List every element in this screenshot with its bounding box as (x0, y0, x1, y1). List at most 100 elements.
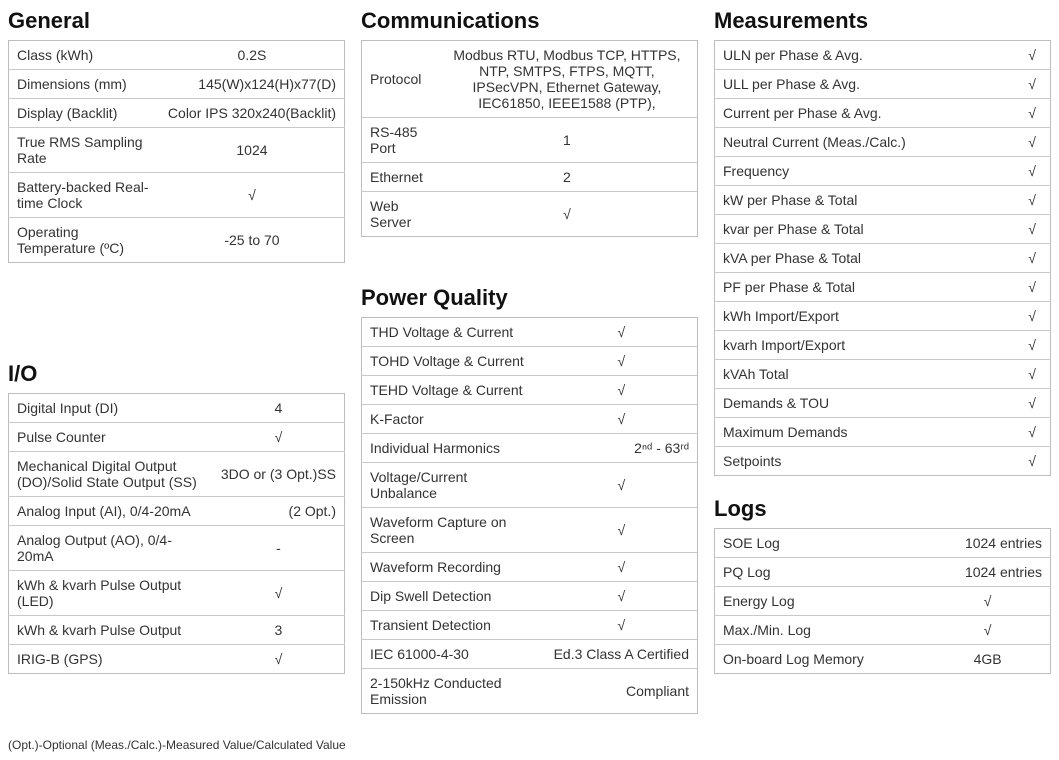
table-row: Transient Detection√ (362, 611, 698, 640)
table-row: Neutral Current (Meas./Calc.)√ (715, 128, 1051, 157)
measurements-table: ULN per Phase & Avg.√ ULL per Phase & Av… (714, 40, 1051, 476)
row-label: On-board Log Memory (715, 645, 926, 674)
row-value: 145(W)x124(H)x77(D) (160, 70, 345, 99)
table-row: Digital Input (DI)4 (9, 394, 345, 423)
row-label: Energy Log (715, 587, 926, 616)
table-row: kVAh Total√ (715, 360, 1051, 389)
row-value: 2ⁿᵈ - 63ʳᵈ (546, 434, 698, 463)
row-label: kvarh Import/Export (715, 331, 1015, 360)
row-value: 0.2S (160, 41, 345, 70)
row-value: Compliant (546, 669, 698, 714)
row-label: Maximum Demands (715, 418, 1015, 447)
table-row: kWh & kvarh Pulse Output (LED)√ (9, 571, 345, 616)
row-value: √ (1014, 215, 1050, 244)
logs-section: Logs SOE Log1024 entries PQ Log1024 entr… (714, 496, 1051, 674)
row-value: - (213, 526, 345, 571)
row-label: Display (Backlit) (9, 99, 160, 128)
table-row: ULN per Phase & Avg.√ (715, 41, 1051, 70)
row-value: √ (1014, 389, 1050, 418)
row-label: kWh & kvarh Pulse Output (LED) (9, 571, 213, 616)
row-label: TOHD Voltage & Current (362, 347, 546, 376)
table-row: THD Voltage & Current√ (362, 318, 698, 347)
row-label: Analog Output (AO), 0/4-20mA (9, 526, 213, 571)
row-label: IRIG-B (GPS) (9, 645, 213, 674)
table-row: kW per Phase & Total√ (715, 186, 1051, 215)
row-label: PF per Phase & Total (715, 273, 1015, 302)
row-value: √ (546, 553, 698, 582)
table-row: Voltage/Current Unbalance√ (362, 463, 698, 508)
row-value: 3DO or (3 Opt.)SS (213, 452, 345, 497)
row-value: √ (1014, 70, 1050, 99)
row-label: Waveform Recording (362, 553, 546, 582)
table-row: PQ Log1024 entries (715, 558, 1051, 587)
table-row: Waveform Capture on Screen√ (362, 508, 698, 553)
row-value: √ (437, 192, 698, 237)
row-value: 1 (437, 118, 698, 163)
table-row: Analog Output (AO), 0/4-20mA- (9, 526, 345, 571)
table-row: kvarh Import/Export√ (715, 331, 1051, 360)
table-row: Operating Temperature (ºC)-25 to 70 (9, 218, 345, 263)
power-quality-table: THD Voltage & Current√ TOHD Voltage & Cu… (361, 317, 698, 714)
row-label: 2-150kHz Conducted Emission (362, 669, 546, 714)
table-row: On-board Log Memory4GB (715, 645, 1051, 674)
table-row: Individual Harmonics2ⁿᵈ - 63ʳᵈ (362, 434, 698, 463)
row-value: 3 (213, 616, 345, 645)
table-row: Current per Phase & Avg.√ (715, 99, 1051, 128)
row-value: 1024 entries (925, 529, 1050, 558)
row-value: √ (1014, 99, 1050, 128)
row-value: √ (1014, 302, 1050, 331)
measurements-title: Measurements (714, 8, 1051, 34)
row-label: Transient Detection (362, 611, 546, 640)
row-label: K-Factor (362, 405, 546, 434)
measurements-section: Measurements ULN per Phase & Avg.√ ULL p… (714, 8, 1051, 476)
row-value: √ (546, 318, 698, 347)
row-label: TEHD Voltage & Current (362, 376, 546, 405)
io-title: I/O (8, 361, 345, 387)
row-label: kWh Import/Export (715, 302, 1015, 331)
row-value: √ (1014, 128, 1050, 157)
logs-table: SOE Log1024 entries PQ Log1024 entries E… (714, 528, 1051, 674)
row-value: √ (546, 508, 698, 553)
row-label: kVAh Total (715, 360, 1015, 389)
row-label: Class (kWh) (9, 41, 160, 70)
row-value: 2 (437, 163, 698, 192)
communications-table: ProtocolModbus RTU, Modbus TCP, HTTPS, N… (361, 40, 698, 237)
io-table: Digital Input (DI)4 Pulse Counter√ Mecha… (8, 393, 345, 674)
row-label: Mechanical Digital Output (DO)/Solid Sta… (9, 452, 213, 497)
row-label: Digital Input (DI) (9, 394, 213, 423)
table-row: Mechanical Digital Output (DO)/Solid Sta… (9, 452, 345, 497)
row-label: Frequency (715, 157, 1015, 186)
row-value: √ (213, 571, 345, 616)
table-row: kWh & kvarh Pulse Output3 (9, 616, 345, 645)
table-row: Max./Min. Log√ (715, 616, 1051, 645)
table-row: SOE Log1024 entries (715, 529, 1051, 558)
row-value: Modbus RTU, Modbus TCP, HTTPS, NTP, SMTP… (437, 41, 698, 118)
row-value: Ed.3 Class A Certified (546, 640, 698, 669)
row-value: √ (1014, 418, 1050, 447)
row-label: Voltage/Current Unbalance (362, 463, 546, 508)
table-row: kWh Import/Export√ (715, 302, 1051, 331)
table-row: Frequency√ (715, 157, 1051, 186)
row-label: Max./Min. Log (715, 616, 926, 645)
table-row: Display (Backlit)Color IPS 320x240(Backl… (9, 99, 345, 128)
row-value: √ (213, 423, 345, 452)
row-label: IEC 61000-4-30 (362, 640, 546, 669)
row-value: √ (925, 616, 1050, 645)
table-row: Pulse Counter√ (9, 423, 345, 452)
row-label: Individual Harmonics (362, 434, 546, 463)
row-value: √ (546, 347, 698, 376)
row-value: Color IPS 320x240(Backlit) (160, 99, 345, 128)
table-row: True RMS Sampling Rate1024 (9, 128, 345, 173)
row-value: √ (1014, 41, 1050, 70)
row-value: -25 to 70 (160, 218, 345, 263)
row-label: kW per Phase & Total (715, 186, 1015, 215)
row-value: √ (546, 376, 698, 405)
table-row: Analog Input (AI), 0/4-20mA(2 Opt.) (9, 497, 345, 526)
general-title: General (8, 8, 345, 34)
row-label: ULL per Phase & Avg. (715, 70, 1015, 99)
row-value: 4GB (925, 645, 1050, 674)
row-label: Battery-backed Real-time Clock (9, 173, 160, 218)
table-row: Maximum Demands√ (715, 418, 1051, 447)
row-value: √ (160, 173, 345, 218)
row-value: 4 (213, 394, 345, 423)
